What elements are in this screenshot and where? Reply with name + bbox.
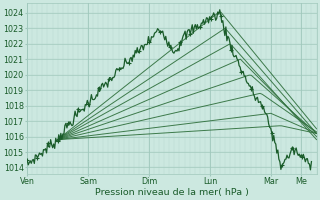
X-axis label: Pression niveau de la mer( hPa ): Pression niveau de la mer( hPa ) — [95, 188, 249, 197]
